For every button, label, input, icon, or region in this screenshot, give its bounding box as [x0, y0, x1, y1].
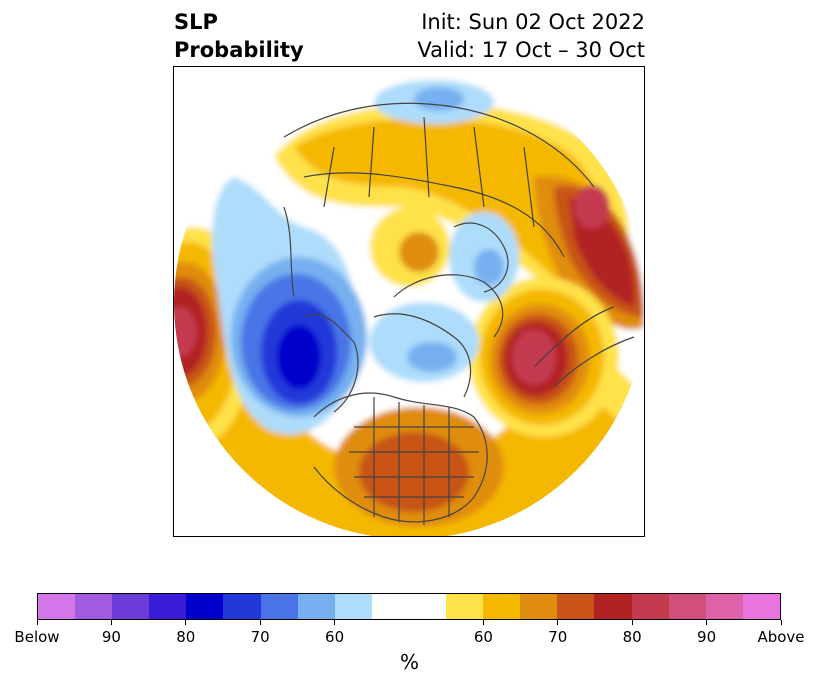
- valid-range: Valid: 17 Oct – 30 Oct: [417, 38, 645, 62]
- colorbar-tick-label: Below: [14, 628, 60, 646]
- anomaly-shading: [174, 67, 644, 536]
- colorbar-swatch: [260, 594, 298, 619]
- colorbar-tick-label: 80: [622, 628, 642, 646]
- colorbar-tick-label: 70: [548, 628, 568, 646]
- colorbar-swatch: [297, 594, 335, 619]
- probability-map: [173, 66, 645, 537]
- coastlines: [283, 102, 635, 525]
- title-line-2: Probability: [174, 38, 304, 62]
- colorbar-tick-label: 90: [697, 628, 717, 646]
- map-svg: [174, 67, 644, 536]
- colorbar-swatch: [520, 594, 558, 619]
- colorbar-swatch: [371, 594, 409, 619]
- colorbar-swatch: [75, 594, 113, 619]
- map-title: SLP Probability: [174, 8, 304, 64]
- colorbar-tick-mark: [334, 620, 336, 625]
- colorbar-unit: %: [399, 650, 419, 674]
- colorbar-swatch: [112, 594, 150, 619]
- colorbar-tick-label: 90: [101, 628, 121, 646]
- colorbar-swatch: [594, 594, 632, 619]
- title-line-1: SLP: [174, 10, 218, 34]
- colorbar-swatch: [334, 594, 372, 619]
- colorbar-swatch: [483, 594, 521, 619]
- colorbar-swatch: [223, 594, 261, 619]
- init-date: Init: Sun 02 Oct 2022: [421, 10, 645, 34]
- colorbar-tick-mark: [557, 620, 559, 625]
- colorbar-tick-mark: [259, 620, 261, 625]
- colorbar-tick-label: 60: [473, 628, 493, 646]
- colorbar-tick-mark: [780, 620, 782, 625]
- colorbar-tick-label: Above: [757, 628, 805, 646]
- colorbar-tick-mark: [706, 620, 708, 625]
- colorbar-tick-mark: [482, 620, 484, 625]
- colorbar-swatch: [631, 594, 669, 619]
- colorbar-tick-label: 80: [176, 628, 196, 646]
- colorbar-swatch: [668, 594, 706, 619]
- colorbar-tick-label: 60: [325, 628, 345, 646]
- colorbar: [37, 593, 781, 620]
- colorbar-swatch: [38, 594, 76, 619]
- colorbar-tick-label: 70: [250, 628, 270, 646]
- colorbar-swatch: [705, 594, 743, 619]
- colorbar-tick-mark: [36, 620, 38, 625]
- colorbar-swatch: [186, 594, 224, 619]
- init-valid-dates: Init: Sun 02 Oct 2022 Valid: 17 Oct – 30…: [417, 8, 645, 64]
- colorbar-tick-mark: [185, 620, 187, 625]
- colorbar-tick-mark: [631, 620, 633, 625]
- colorbar-swatch: [446, 594, 484, 619]
- colorbar-swatch: [408, 594, 447, 619]
- colorbar-swatch: [557, 594, 595, 619]
- colorbar-swatch: [742, 594, 780, 619]
- colorbar-tick-mark: [110, 620, 112, 625]
- colorbar-swatch: [149, 594, 187, 619]
